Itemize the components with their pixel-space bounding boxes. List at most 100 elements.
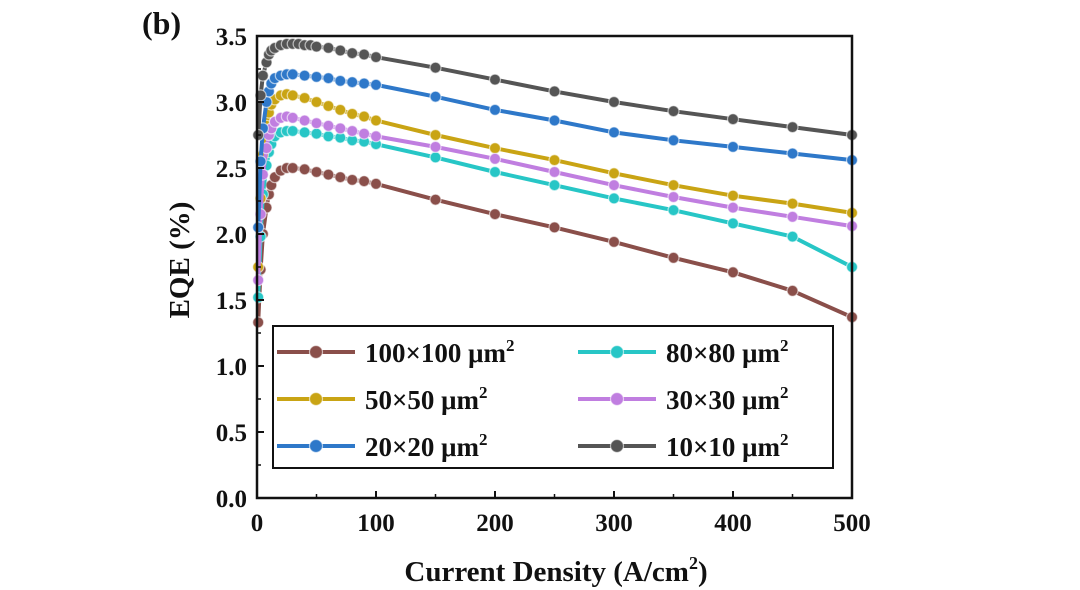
data-point [298,91,311,105]
data-point [310,165,323,179]
data-point [322,168,335,181]
data-point [488,152,502,165]
legend-item: 30×30 μm2 [578,383,788,415]
legend-marker [609,344,625,360]
data-point [369,78,383,91]
data-point [358,175,371,188]
data-point [358,110,371,123]
data-point [726,140,740,153]
x-tick-label: 0 [251,510,264,537]
data-point [786,230,799,243]
legend-marker [308,438,324,454]
legend-label: 50×50 μm2 [365,383,487,415]
legend-label: 80×80 μm2 [666,336,788,368]
x-axis-label: Current Density (A/cm2) [404,553,707,588]
data-point [346,173,359,186]
data-point [346,76,359,89]
data-point [358,127,371,140]
x-tick-label: 400 [714,510,752,537]
data-point [310,40,323,53]
data-point [548,221,561,234]
legend-item: 100×100 μm2 [277,336,514,368]
data-point [298,114,311,127]
series-3 [252,110,859,287]
data-point [786,197,799,210]
legend-marker [609,438,625,454]
data-point [286,111,299,124]
data-point [322,119,335,132]
legend: 100×100 μm2 50×50 μm2 20×20 μm2 80×80 μm2 30… [272,325,834,469]
data-point [548,114,561,127]
data-point [429,128,442,142]
series-5 [252,37,859,142]
data-point [369,50,383,64]
x-tick-label: 500 [833,510,871,537]
legend-label: 30×30 μm2 [666,383,788,415]
legend-marker [609,391,625,407]
legend-item: 50×50 μm2 [277,383,487,415]
y-tick-label: 2.0 [216,222,247,249]
data-point [667,251,680,264]
data-point [786,284,799,297]
data-point [488,73,502,86]
data-point [786,120,799,134]
data-point [429,61,442,74]
data-point [322,99,335,113]
data-point [667,134,680,147]
y-tick-label: 1.5 [216,288,247,315]
y-tick-label: 0.5 [216,420,247,447]
x-tick-label: 100 [357,510,395,537]
data-point [310,127,323,140]
data-point [286,161,299,175]
data-point [322,130,335,143]
y-tick-label: 2.5 [216,156,247,183]
legend-marker [308,344,324,360]
data-point [334,103,347,117]
data-point [298,69,311,82]
data-point [726,113,740,126]
data-point [256,69,269,82]
data-point [346,47,359,60]
data-point [726,201,740,214]
data-point [298,126,311,139]
data-point [488,165,502,179]
data-point [346,124,359,138]
legend-item: 80×80 μm2 [578,336,788,368]
data-point [346,107,359,121]
data-point [607,235,621,248]
x-axis-label-sup: 2 [689,553,698,573]
data-point [358,48,371,61]
data-point [607,192,621,205]
data-point [334,44,347,57]
x-tick-label: 200 [476,510,514,537]
legend-item: 20×20 μm2 [277,430,487,462]
y-tick-label: 0.0 [216,486,247,513]
data-point [369,130,383,143]
series-2 [252,87,859,274]
data-point [488,208,502,221]
data-point [488,142,502,155]
data-point [322,41,335,55]
data-point [786,210,799,223]
data-point [548,154,561,167]
data-point [667,190,680,204]
data-point [369,177,383,190]
y-axis-label: EQE (%) [164,202,196,319]
legend-label: 20×20 μm2 [365,430,487,462]
data-point [298,163,311,176]
y-tick-label: 1.0 [216,354,247,381]
data-point [607,126,621,139]
legend-label: 100×100 μm2 [365,336,514,368]
data-point [334,171,347,184]
data-point [286,124,299,138]
data-point [369,114,383,127]
legend-box [272,325,834,469]
data-point [667,204,680,217]
data-point [322,72,335,85]
legend-label: 10×10 μm2 [666,430,788,462]
data-point [726,217,740,230]
data-point [334,74,347,88]
legend-marker [308,391,324,407]
data-point [286,68,299,81]
data-point [607,179,621,192]
